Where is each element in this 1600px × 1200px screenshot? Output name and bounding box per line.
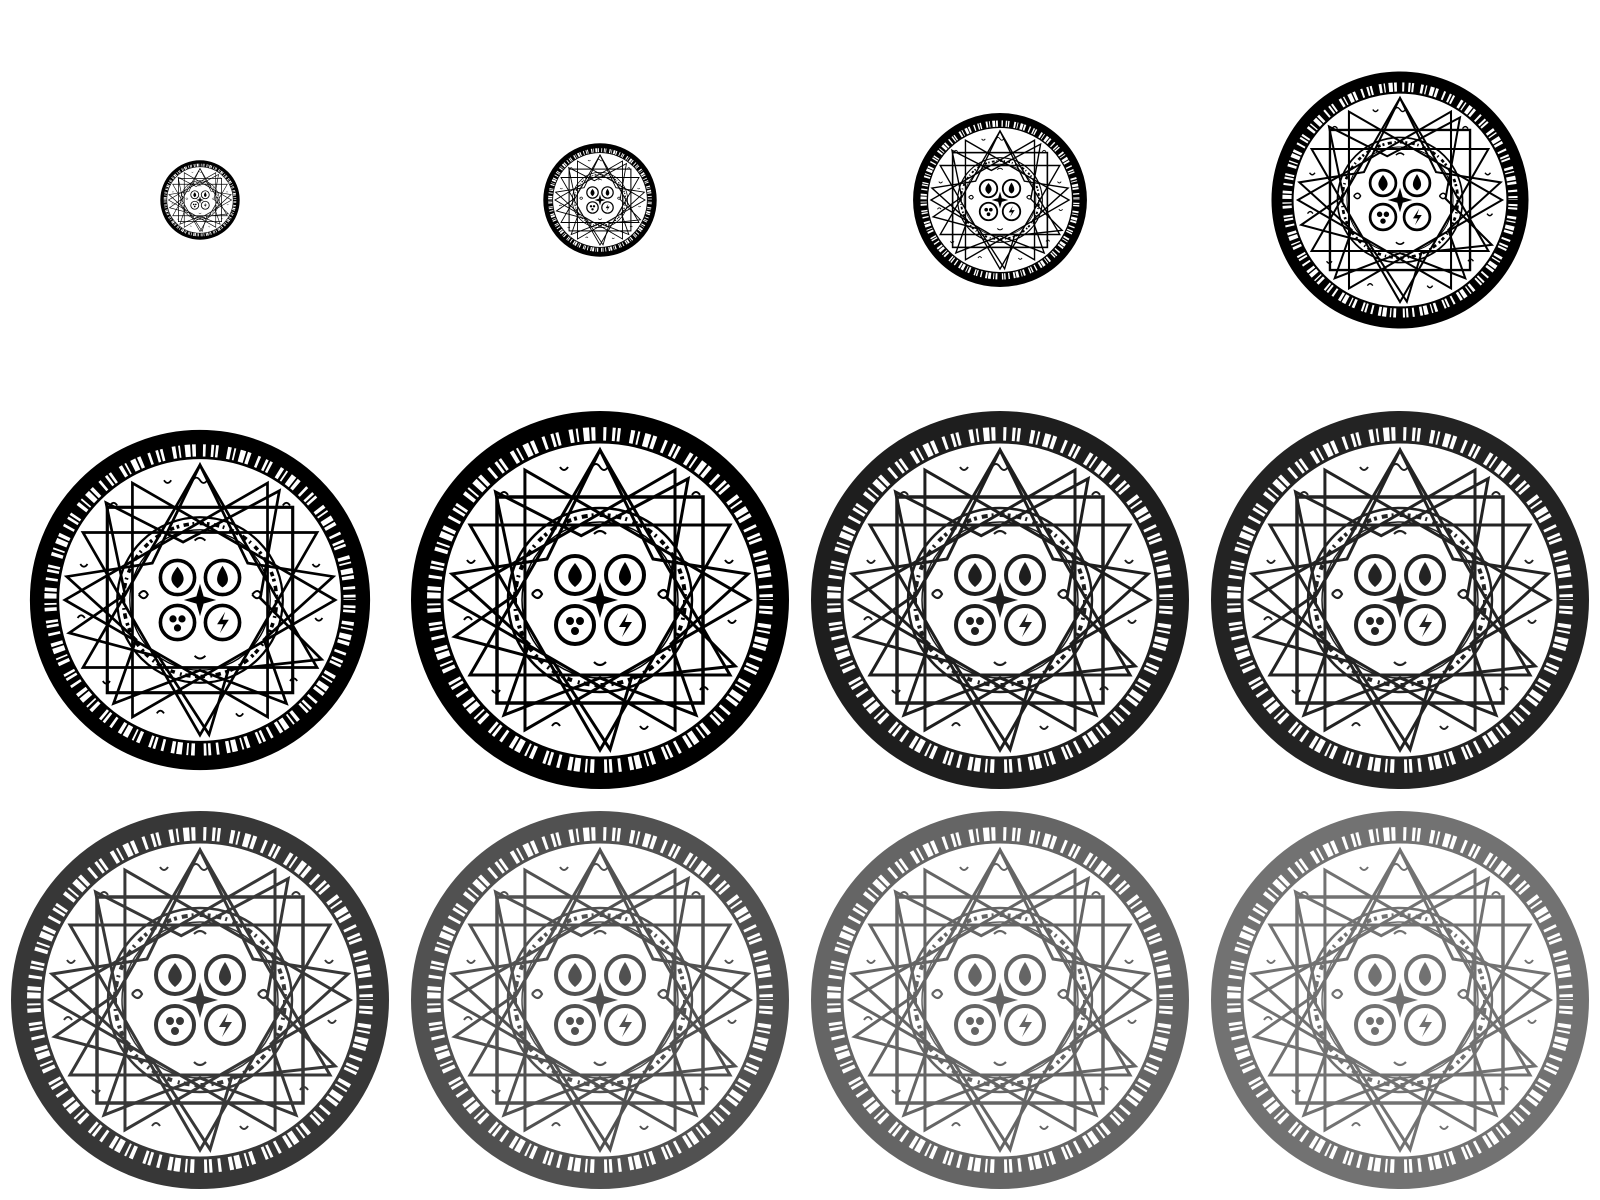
circle-frame-6 [412,392,807,795]
circle-frame-12 [1212,792,1600,1195]
circle-frame-2 [544,137,663,258]
circle-frame-11 [812,792,1207,1195]
circle-frame-1 [158,154,246,243]
circle-frame-3 [914,104,1096,289]
circle-frame-10 [412,792,807,1195]
circle-frame-5 [31,412,387,775]
circle-frame-4 [1272,58,1541,332]
circle-frame-9 [12,792,407,1195]
circle-frame-7 [812,392,1207,795]
circle-frame-8 [1212,392,1600,795]
